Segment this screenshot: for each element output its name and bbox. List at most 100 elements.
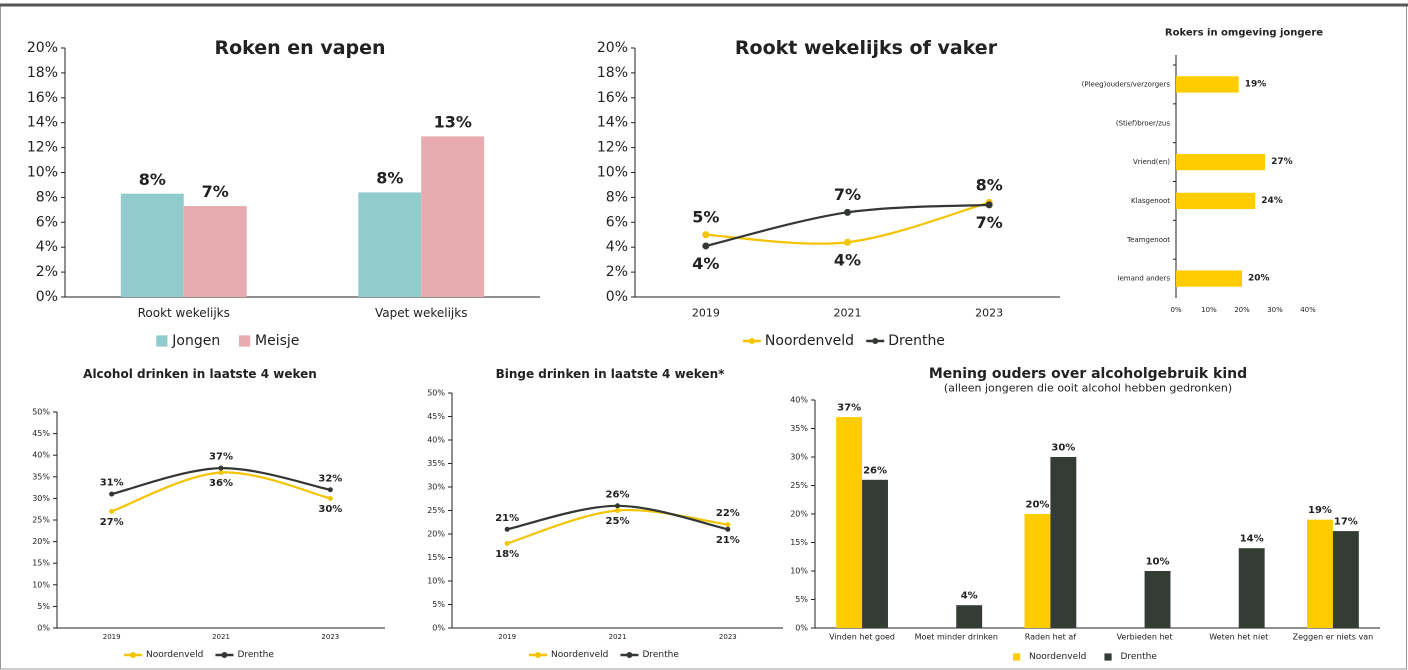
y-tick-label: 12%: [27, 140, 58, 156]
bar: [862, 479, 888, 628]
legend-swatch: [1104, 653, 1112, 661]
y-tick-label: 20%: [32, 537, 50, 546]
bar: [1176, 76, 1239, 93]
legend-dot: [872, 338, 879, 344]
y-tick-label: 4%: [36, 239, 58, 255]
value-label: 4%: [961, 591, 978, 602]
x-tick-label: Verbieden het: [1117, 633, 1173, 642]
bar: [1176, 270, 1242, 287]
y-tick-label: 4%: [606, 239, 628, 255]
value-label: 13%: [434, 112, 472, 131]
x-tick-label: Vinden het goed: [829, 633, 895, 642]
legend-dot: [130, 652, 137, 658]
y-tick-label: 30%: [32, 494, 50, 503]
value-label: 7%: [976, 213, 1003, 232]
x-tick-label: 0%: [1170, 306, 1181, 314]
value-label: 8%: [376, 169, 403, 188]
y-tick-label: 20%: [790, 510, 808, 519]
value-label: 25%: [606, 516, 630, 527]
point: [109, 508, 115, 514]
y-tick-label: 15%: [32, 559, 50, 568]
legend-label: Meisje: [255, 333, 299, 349]
value-label: 20%: [1026, 500, 1050, 511]
value-label: 37%: [837, 403, 861, 414]
point: [218, 465, 224, 471]
y-tick-label: Iemand anders: [1117, 275, 1170, 283]
y-tick-label: 2%: [606, 264, 628, 280]
y-tick-label: (Stief)broer/zus: [1116, 119, 1170, 127]
x-tick-label: Moet minder drinken: [915, 633, 998, 642]
x-tick-label: Vapet wekelijks: [375, 306, 467, 320]
legend-label: Drenthe: [888, 333, 945, 349]
legend-label: Noordenveld: [765, 333, 854, 349]
point: [327, 495, 333, 501]
bar: [1176, 153, 1266, 171]
bar: [836, 417, 863, 628]
x-tick-label: Zeggen er niets van: [1293, 633, 1374, 642]
x-tick-label: 2019: [692, 307, 720, 320]
y-tick-label: 50%: [32, 408, 50, 417]
legend-swatch: [239, 335, 251, 347]
x-tick-label: 2023: [719, 633, 737, 641]
y-tick-label: 16%: [597, 90, 628, 106]
y-tick-label: 30%: [790, 453, 808, 462]
y-tick-label: 30%: [427, 483, 445, 492]
y-tick-label: 10%: [32, 580, 50, 589]
y-tick-label: 20%: [27, 40, 58, 56]
y-tick-label: 35%: [790, 424, 808, 433]
value-label: 27%: [100, 517, 124, 528]
value-label: 30%: [318, 504, 342, 515]
value-label: 17%: [1334, 517, 1358, 528]
y-tick-label: 50%: [427, 389, 445, 398]
value-label: 4%: [692, 254, 719, 273]
x-tick-label: Raden het af: [1025, 633, 1076, 642]
x-tick-label: Rookt wekelijks: [138, 306, 230, 320]
y-tick-label: 35%: [427, 459, 445, 468]
y-tick-label: 18%: [27, 65, 58, 81]
series-line: [705, 201, 990, 245]
bar: [1307, 519, 1333, 628]
point: [725, 522, 731, 528]
value-label: 26%: [606, 489, 630, 500]
point: [327, 487, 333, 493]
x-tick-label: 2019: [103, 633, 121, 641]
bar: [358, 192, 422, 297]
y-tick-label: 16%: [27, 90, 58, 106]
y-tick-label: Klasgenoot: [1131, 197, 1170, 205]
value-label: 8%: [139, 170, 166, 189]
x-tick-label: Weten het niet: [1209, 633, 1268, 642]
point: [615, 508, 620, 513]
point: [615, 503, 620, 509]
value-label: 37%: [209, 452, 233, 463]
legend-dot: [221, 652, 228, 658]
point: [218, 469, 224, 475]
x-tick-label: 2019: [498, 633, 516, 641]
value-label: 18%: [495, 549, 519, 560]
x-tick-label: 2021: [609, 633, 627, 641]
point: [504, 540, 510, 546]
y-tick-label: 12%: [597, 140, 628, 156]
legend-label: Drenthe: [642, 650, 679, 660]
bar: [1144, 571, 1171, 628]
y-tick-label: 8%: [606, 189, 628, 205]
y-tick-label: 20%: [427, 530, 445, 539]
y-tick-label: 10%: [427, 577, 445, 586]
y-tick-label: Teamgenoot: [1126, 236, 1170, 244]
y-tick-label: 0%: [36, 289, 58, 305]
y-tick-label: 0%: [606, 289, 628, 305]
bar: [183, 206, 247, 297]
bar: [421, 136, 485, 297]
value-label: 10%: [1146, 557, 1170, 568]
bar: [1238, 548, 1265, 628]
y-tick-label: 35%: [32, 472, 50, 481]
bar: [1332, 531, 1359, 628]
y-tick-label: Vriend(en): [1133, 158, 1170, 166]
bar: [1176, 192, 1256, 210]
bar: [956, 605, 983, 628]
value-label: 27%: [1271, 157, 1293, 167]
x-tick-label: 10%: [1201, 306, 1217, 314]
x-tick-label: 2023: [321, 633, 339, 641]
legend-dot: [535, 652, 542, 658]
y-tick-label: 20%: [597, 40, 628, 56]
